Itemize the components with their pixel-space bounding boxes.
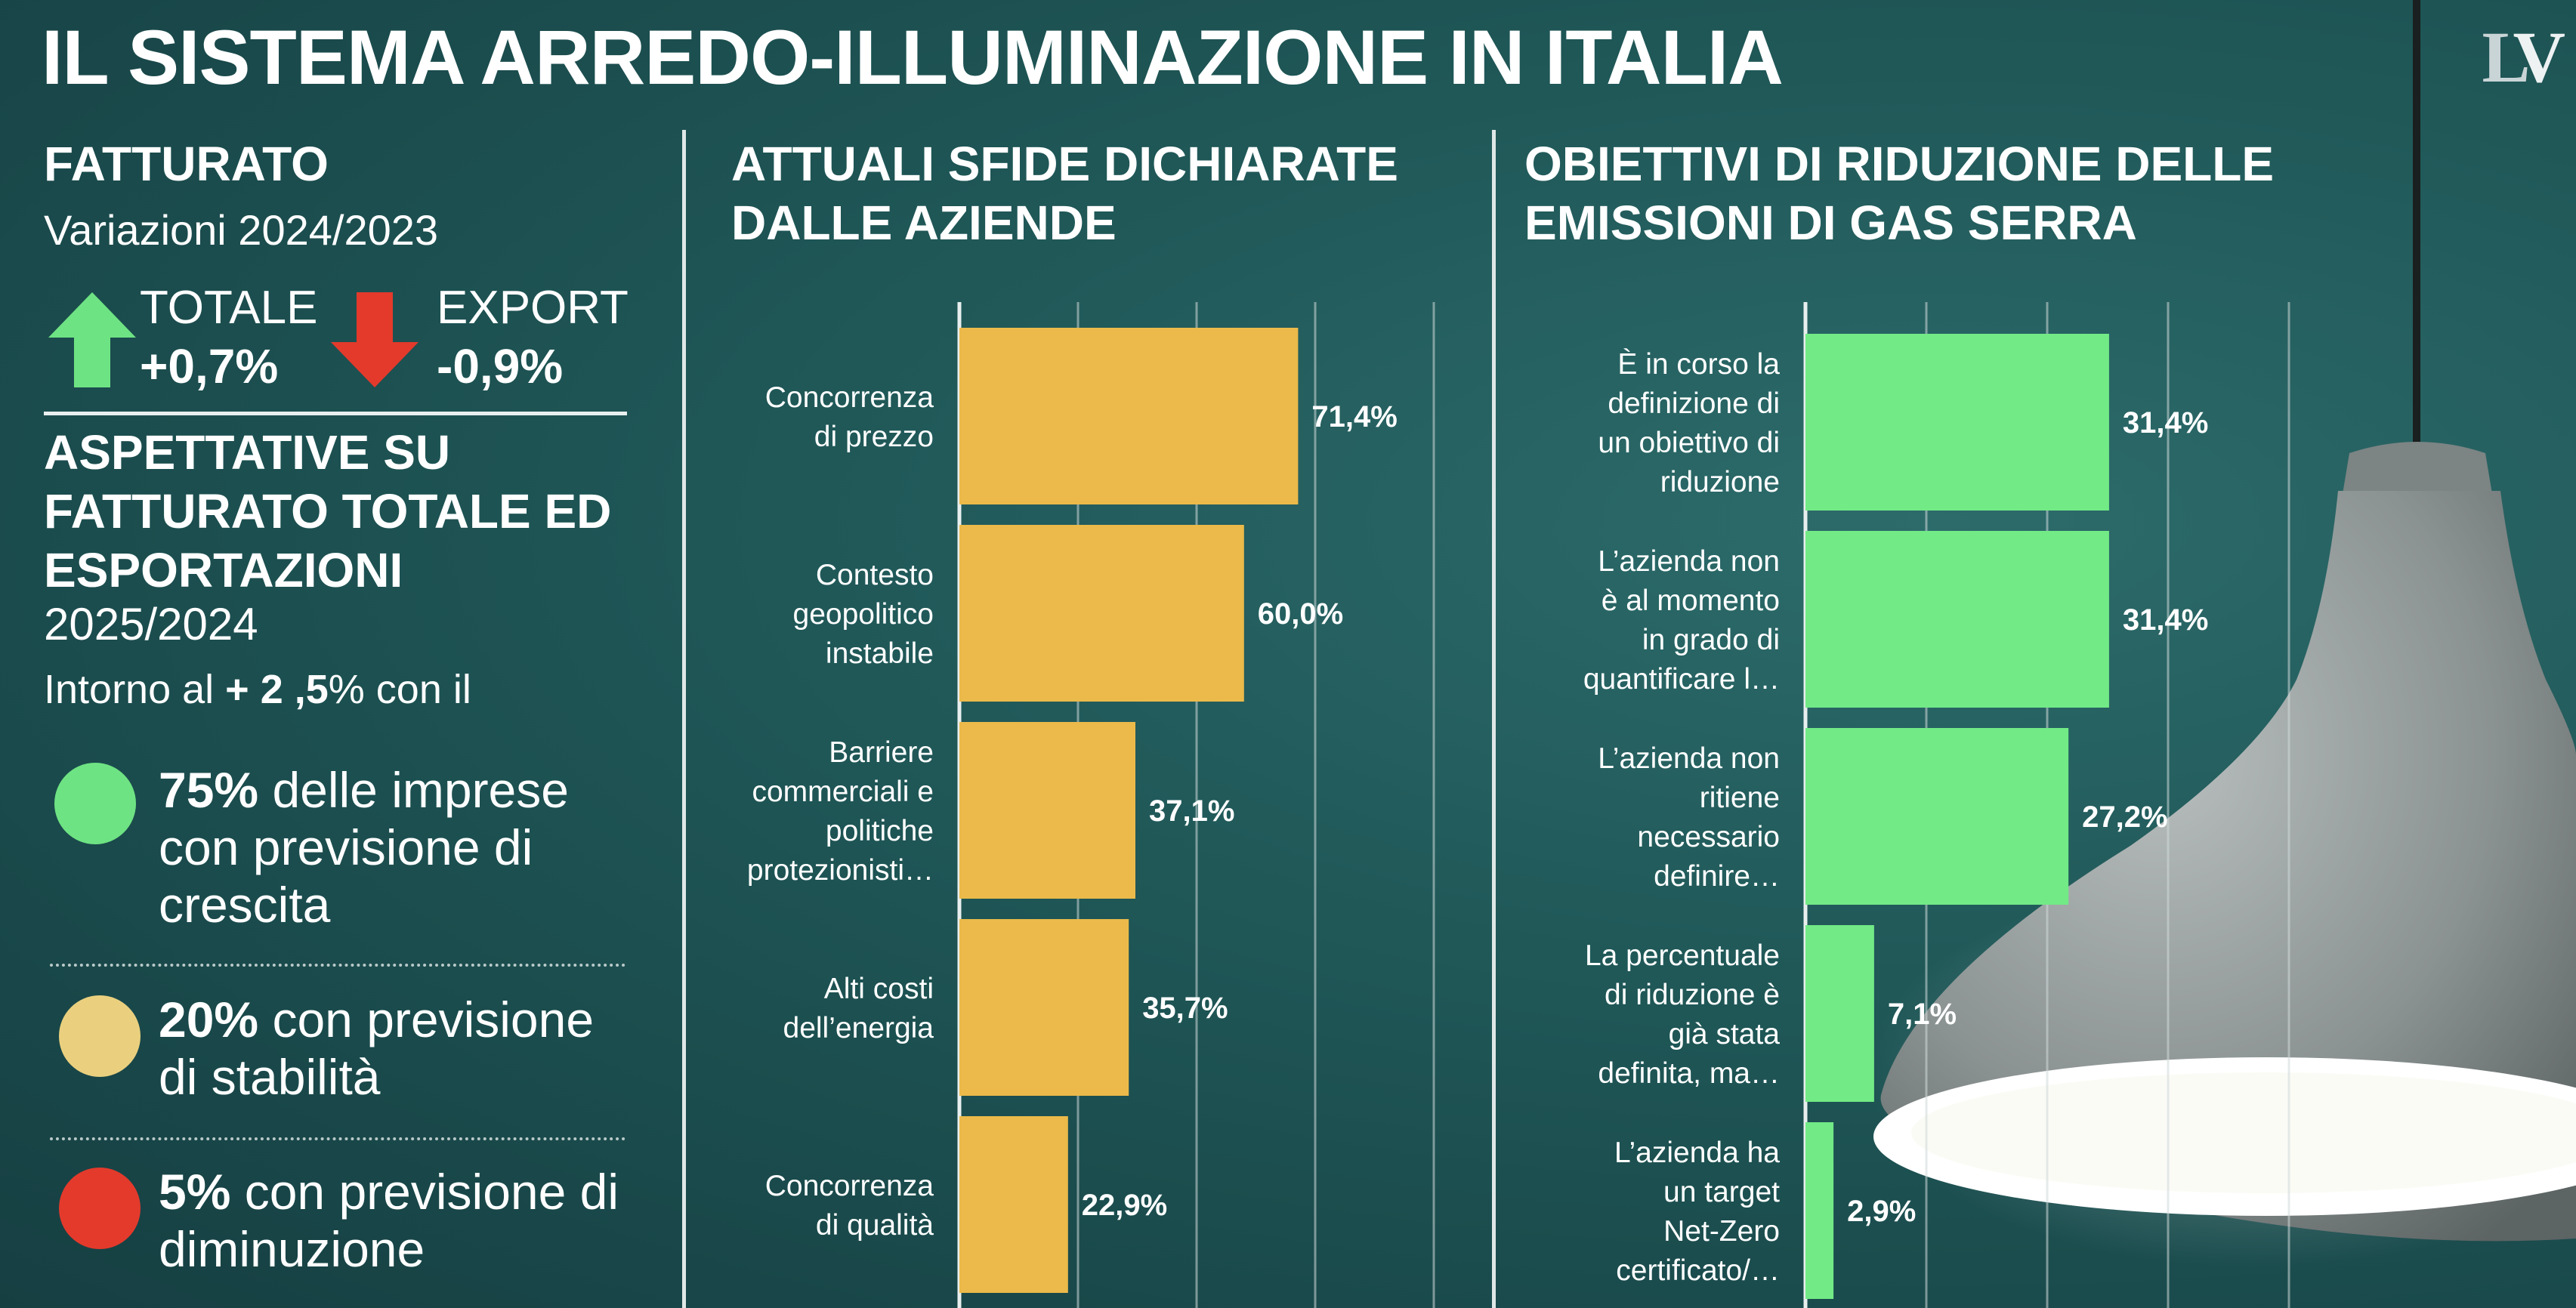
category-label: Barriere commerciali e politiche protezioni… [747, 736, 934, 887]
category-label: L’azienda ha un target Net-Zero certificato… [1614, 1137, 1780, 1287]
bar [959, 722, 1135, 899]
totale-label: TOTALE [140, 282, 318, 334]
data-label: 37,1% [1149, 794, 1234, 828]
data-label: 31,4% [2123, 406, 2208, 440]
bar [959, 919, 1129, 1096]
category-label: È in corso la definizione di un obiettivo … [1598, 348, 1780, 498]
aspettative-title: ASPETTATIVE SU FATTURATO TOTALE ED ESPOR… [44, 425, 612, 597]
chart-challenges: 71,4% Concorrenza di prezzo 60,0% Contesto ge… [747, 302, 1435, 1308]
growth-item: 75% delle imprese con previsione di cres… [159, 762, 569, 933]
category-label: Contesto geopolitico instabile [793, 559, 934, 670]
data-label: 22,9% [1082, 1189, 1167, 1222]
decrease-dot [59, 1168, 141, 1249]
category-label: Concorrenza di prezzo [765, 381, 934, 453]
bar [1805, 334, 2109, 511]
decrease-item: 5% con previsione di diminuzione [159, 1164, 619, 1277]
bar [1805, 728, 2069, 905]
arrow-up-icon [48, 292, 136, 387]
bar [1805, 1122, 1834, 1299]
section-divider [44, 412, 627, 415]
aspettative-note: Intorno al + 2 ,5% con il [44, 667, 471, 712]
category-label: La percentuale di riduzione è già stata def… [1585, 939, 1780, 1090]
bar [959, 328, 1299, 504]
publisher-logo: LV [2482, 17, 2565, 97]
column-separator [682, 130, 686, 1308]
bar [1805, 925, 1874, 1102]
category-label: L’azienda non è al momento in grado di quan… [1583, 545, 1780, 696]
chart-emissions-title: OBIETTIVI DI RIDUZIONE DELLE EMISSIONI D… [1524, 137, 2275, 250]
data-label: 31,4% [2123, 603, 2208, 637]
fatturato-title: FATTURATO [44, 137, 329, 191]
bar [959, 525, 1244, 702]
stability-dot [59, 995, 141, 1077]
data-label: 7,1% [1888, 998, 1957, 1031]
export-value: -0,9% [437, 339, 564, 393]
category-label: L’azienda non ritiene necessario definire… [1598, 742, 1780, 893]
dotted-divider [50, 964, 625, 967]
data-label: 60,0% [1258, 597, 1343, 631]
fatturato-subtitle: Variazioni 2024/2023 [44, 206, 439, 254]
export-label: EXPORT [437, 282, 629, 334]
category-label: Concorrenza di qualità [765, 1170, 934, 1242]
column-separator [1492, 130, 1496, 1308]
chart-emissions: 31,4% È in corso la definizione di un obiet… [1583, 302, 2290, 1308]
data-label: 71,4% [1311, 400, 1397, 433]
page-title: IL SISTEMA ARREDO-ILLUMINAZIONE IN ITALI… [42, 14, 1784, 100]
dotted-divider [50, 1137, 625, 1140]
growth-dot [54, 763, 136, 844]
totale-value: +0,7% [140, 339, 279, 393]
aspettative-year: 2025/2024 [44, 599, 258, 649]
stability-item: 20% con previsione di stabilità [159, 992, 595, 1105]
chart-challenges-title: ATTUALI SFIDE DICHIARATE DALLE AZIENDE [731, 137, 1398, 250]
category-label: Alti costi dell’energia [783, 973, 934, 1044]
bar [959, 1116, 1068, 1293]
bar [1805, 531, 2109, 708]
arrow-down-icon [331, 292, 419, 387]
data-label: 27,2% [2082, 801, 2167, 834]
data-label: 2,9% [1847, 1195, 1916, 1228]
data-label: 35,7% [1142, 992, 1228, 1025]
